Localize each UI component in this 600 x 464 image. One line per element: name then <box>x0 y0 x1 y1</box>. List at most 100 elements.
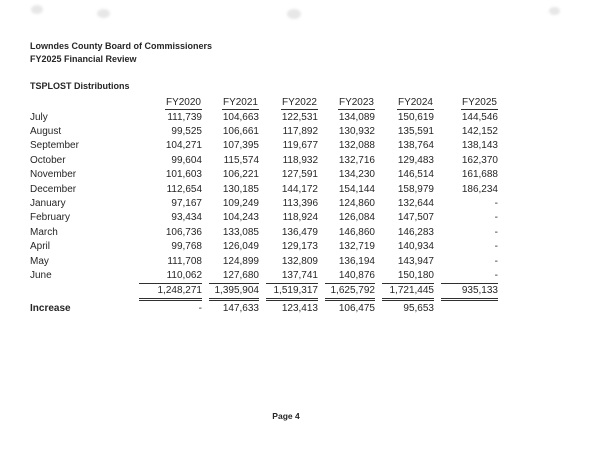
column-header-months <box>30 97 132 110</box>
row-label: March <box>30 226 58 238</box>
cell-value: 106,475 <box>338 302 375 314</box>
scan-artifact <box>287 9 301 19</box>
cell-value: 140,876 <box>325 268 375 284</box>
column-header: FY2024 <box>382 97 434 110</box>
column-header-label: FY2021 <box>221 97 259 110</box>
column-header: FY2021 <box>209 97 259 110</box>
cell-value: 1,395,904 <box>209 284 259 302</box>
cell-value: 99,525 <box>171 126 202 138</box>
cell-value: 130,185 <box>222 183 259 195</box>
cell-value <box>441 301 498 315</box>
column-header-label: FY2024 <box>396 97 434 110</box>
cell-value: - <box>494 241 498 253</box>
cell-value: 134,230 <box>338 169 375 181</box>
cell-value: 127,680 <box>209 268 259 284</box>
cell-value: 158,979 <box>397 183 434 195</box>
cell-value: 1,519,317 <box>266 284 318 302</box>
tsplost-distributions-table: FY2020 FY2021 FY2022 FY2023 FY2024 FY2025 Jul… <box>23 97 505 315</box>
cell-value: 143,947 <box>397 255 434 267</box>
cell-value: 144,172 <box>281 183 318 195</box>
row-label: December <box>30 183 77 195</box>
cell-value: 99,768 <box>171 241 202 253</box>
table-row: April 99,768 126,049 129,173 132,719 140,934 - <box>30 240 498 254</box>
cell-value: 106,661 <box>222 126 259 138</box>
row-label: January <box>30 198 66 210</box>
row-label: February <box>30 212 71 224</box>
column-header: FY2022 <box>266 97 318 110</box>
table-row: January 97,167 109,249 113,396 124,860 132,64… <box>30 196 498 210</box>
table-row: July 111,739 104,663 122,531 134,089 150,619 1… <box>30 110 498 124</box>
cell-value: 142,152 <box>461 126 498 138</box>
org-title: Lowndes County Board of Commissioners <box>30 41 213 51</box>
cell-value: 1,721,445 <box>382 284 434 302</box>
table-row: February 93,434 104,243 118,924 126,084 147,5… <box>30 211 498 225</box>
table-header-row: FY2020 FY2021 FY2022 FY2023 FY2024 FY2025 <box>30 97 498 110</box>
cell-value: 126,049 <box>222 241 259 253</box>
cell-value: 127,591 <box>281 169 318 181</box>
cell-value: 136,194 <box>338 255 375 267</box>
cell-value: 147,633 <box>222 302 259 314</box>
cell-value: 122,531 <box>281 111 318 123</box>
cell-value: 132,719 <box>338 241 375 253</box>
increase-row: Increase - 147,633 123,413 106,475 95,653 <box>30 301 498 315</box>
row-label: June <box>30 270 52 282</box>
cell-value: 111,708 <box>167 255 202 267</box>
cell-value: 150,619 <box>397 111 434 123</box>
cell-value: 118,932 <box>282 154 318 166</box>
cell-value: 137,741 <box>266 268 318 284</box>
cell-value: 132,809 <box>281 255 318 267</box>
cell-value: 101,603 <box>165 169 202 181</box>
section-title: TSPLOST Distributions <box>30 81 130 91</box>
column-header: FY2020 <box>139 97 202 110</box>
cell-value: 134,089 <box>338 111 375 123</box>
table-row: November 101,603 106,221 127,591 134,230 146,… <box>30 168 498 182</box>
cell-value: 104,663 <box>222 111 259 123</box>
cell-value: 146,860 <box>338 226 375 238</box>
cell-value: 104,243 <box>222 212 259 224</box>
cell-value: 147,507 <box>397 212 434 224</box>
column-header: FY2025 <box>441 97 498 110</box>
row-label: September <box>30 140 79 152</box>
cell-value: 118,924 <box>282 212 318 224</box>
cell-value: 132,644 <box>397 198 434 210</box>
cell-value: 124,899 <box>222 255 259 267</box>
table-row: June 110,062 127,680 137,741 140,876 150,180- <box>30 268 498 284</box>
cell-value: 112,654 <box>166 183 202 195</box>
cell-value: 119,677 <box>282 140 318 152</box>
document-header: Lowndes County Board of Commissioners FY… <box>30 40 212 66</box>
column-header-label: FY2020 <box>164 97 202 110</box>
row-label: April <box>30 241 51 253</box>
row-label: November <box>30 169 77 181</box>
cell-value: 140,934 <box>397 241 434 253</box>
cell-value: 935,133 <box>441 284 498 302</box>
cell-value: - <box>494 198 498 210</box>
cell-value: 138,764 <box>397 140 434 152</box>
row-label: August <box>30 126 62 138</box>
table-row: September 104,271 107,395 119,677 132,088 138… <box>30 139 498 153</box>
cell-value: 129,483 <box>397 154 434 166</box>
column-header-label: FY2023 <box>337 97 375 110</box>
table-row: May 111,708 124,899 132,809 136,194 143,947 - <box>30 254 498 268</box>
cell-value: 106,221 <box>222 169 259 181</box>
column-header-label: FY2022 <box>280 97 318 110</box>
cell-value: 1,625,792 <box>325 284 375 302</box>
cell-value: 113,396 <box>282 198 318 210</box>
totals-row: 1,248,271 1,395,904 1,519,317 1,625,792 1,72… <box>30 284 498 302</box>
cell-value: 136,479 <box>281 226 318 238</box>
cell-value: 107,395 <box>222 140 259 152</box>
cell-value: - <box>494 212 498 224</box>
cell-value: 109,249 <box>222 198 259 210</box>
cell-value: 146,283 <box>397 226 434 238</box>
scan-artifact <box>97 9 110 18</box>
cell-value: 138,143 <box>461 140 498 152</box>
cell-value: - <box>441 268 498 284</box>
cell-value: 123,413 <box>281 302 318 314</box>
cell-value: 162,370 <box>461 154 498 166</box>
cell-value: 132,716 <box>338 154 375 166</box>
cell-value: 1,248,271 <box>139 284 202 302</box>
row-label: Increase <box>30 302 71 314</box>
cell-value: 161,688 <box>461 169 498 181</box>
table-row: August 99,525 106,661 117,892 130,932 135,591… <box>30 124 498 138</box>
cell-value: 133,085 <box>222 226 259 238</box>
